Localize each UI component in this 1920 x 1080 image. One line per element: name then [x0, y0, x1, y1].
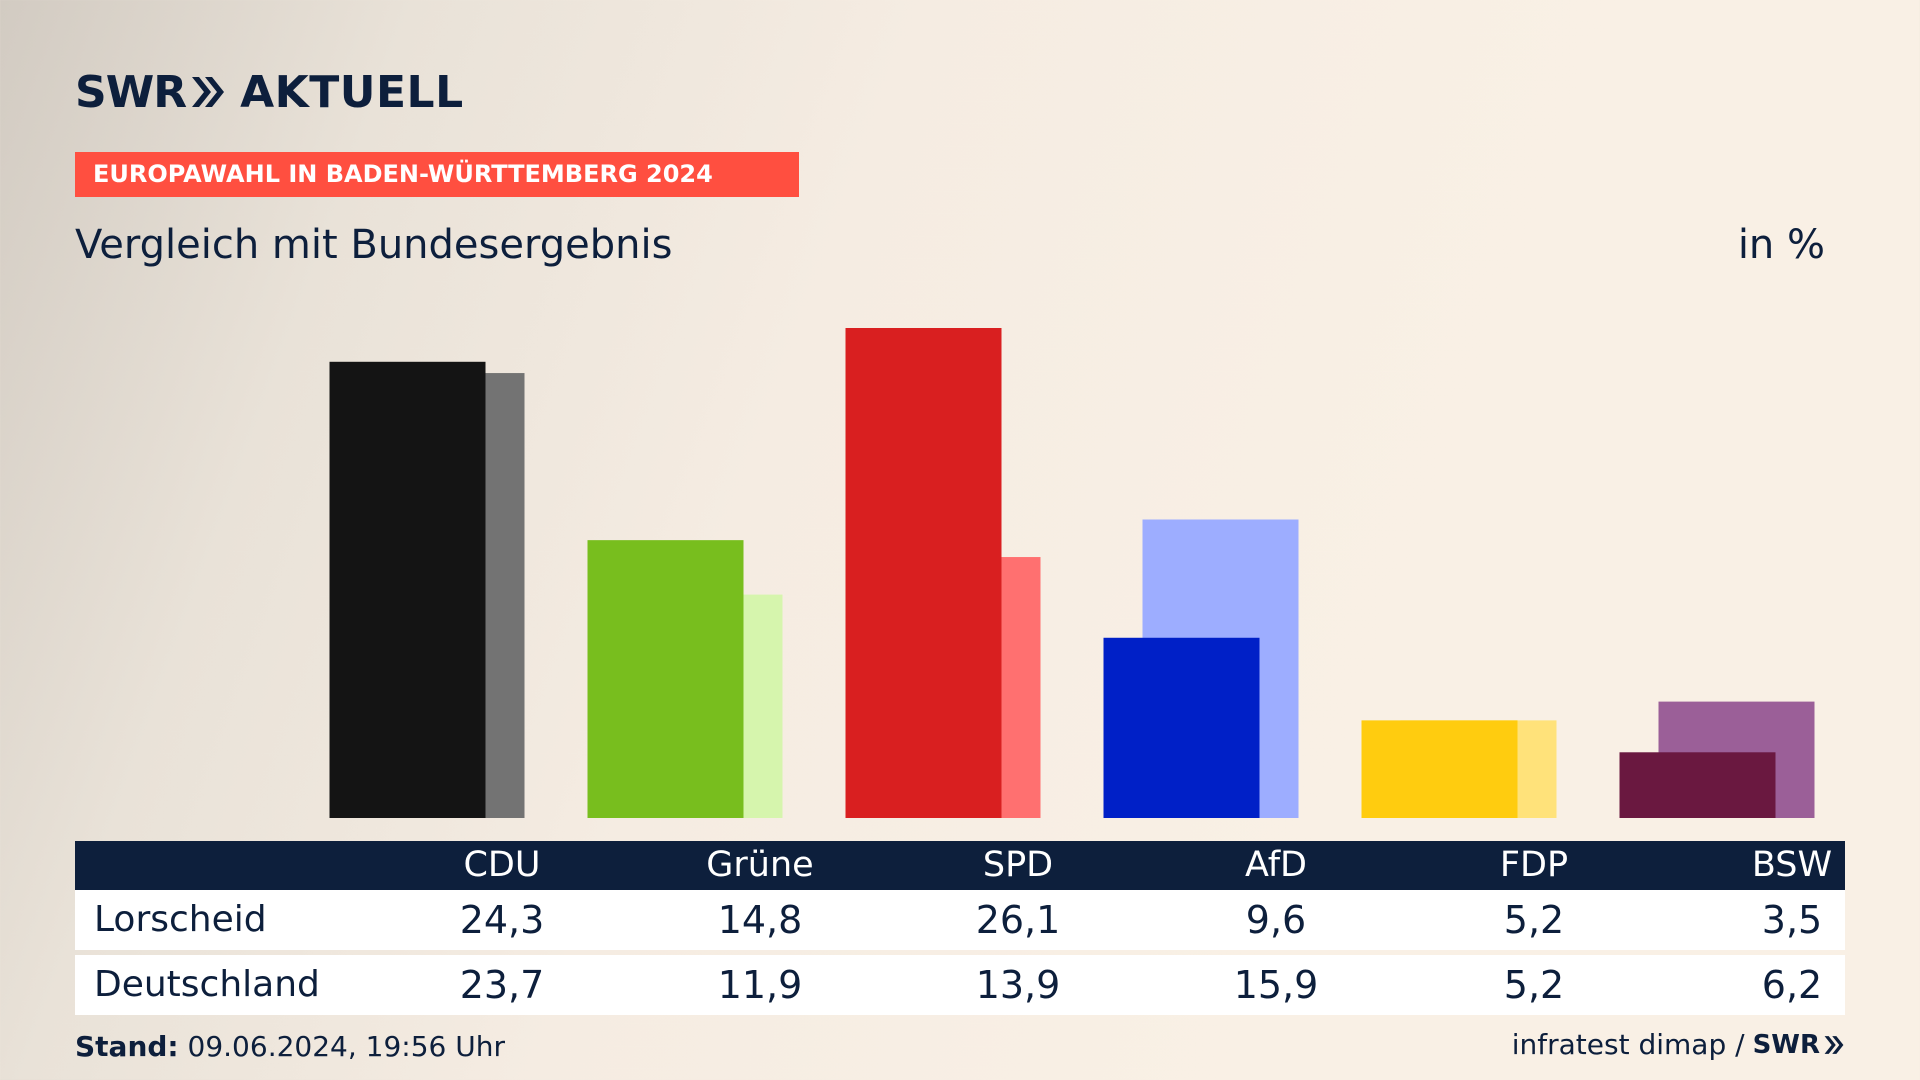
header-cell-cdu: CDU — [463, 845, 541, 885]
value-cell: 26,1 — [975, 898, 1061, 942]
stand-value: 09.06.2024, 19:56 Uhr — [187, 1030, 505, 1063]
election-banner: EUROPAWAHL IN BADEN-WÜRTTEMBERG 2024 — [75, 152, 799, 197]
row-label: Lorscheid — [94, 899, 267, 940]
value-cell: 11,9 — [717, 963, 803, 1007]
value-cell: 13,9 — [975, 963, 1061, 1007]
logo-aktuell-text: AKTUELL — [240, 66, 464, 118]
header-cell-afd: AfD — [1245, 845, 1307, 885]
table-header: CDU Grüne SPD AfD FDP BSW — [75, 841, 1845, 890]
value-cell: 24,3 — [459, 898, 545, 942]
value-cell: 9,6 — [1245, 898, 1307, 942]
chart-subtitle: Vergleich mit Bundesergebnis — [75, 222, 673, 268]
header-cell-fdp: FDP — [1499, 845, 1569, 885]
source-logo-text: SWR — [1752, 1029, 1820, 1060]
logo-swr-text: SWR — [75, 66, 187, 118]
timestamp: Stand: 09.06.2024, 19:56 Uhr — [75, 1030, 505, 1063]
bar-lorscheid-cdu — [329, 361, 486, 818]
header-cell-spd: SPD — [982, 845, 1054, 885]
header-cell-gruene: Grüne — [706, 845, 814, 885]
value-cell: 23,7 — [459, 963, 545, 1007]
header-cell-bsw: BSW — [1751, 845, 1833, 885]
double-chevron-icon — [1824, 1035, 1844, 1054]
bar-lorscheid-spd — [845, 328, 1002, 818]
value-cell: 5,2 — [1503, 963, 1565, 1007]
swr-aktuell-logo: SWR AKTUELL — [75, 66, 464, 118]
results-table: CDU Grüne SPD AfD FDP BSW Lorscheid 24,3… — [75, 841, 1845, 1015]
source-credit: infratest dimap / SWR — [1512, 1028, 1845, 1061]
table-row-lorscheid: Lorscheid 24,3 14,8 26,1 9,6 5,2 3,5 — [75, 890, 1845, 950]
bar-lorscheid-bsw — [1619, 752, 1776, 818]
value-cell: 5,2 — [1503, 898, 1565, 942]
bar-lorscheid-gruene — [587, 540, 744, 818]
source-text: infratest dimap / — [1511, 1028, 1745, 1061]
bar-lorscheid-fdp — [1361, 720, 1518, 818]
value-cell: 14,8 — [717, 898, 803, 942]
value-cell: 6,2 — [1761, 963, 1823, 1007]
value-cell: 15,9 — [1233, 963, 1319, 1007]
unit-label: in % — [1737, 222, 1825, 268]
stand-label: Stand: — [75, 1030, 179, 1063]
double-chevron-icon — [192, 77, 225, 107]
bar-lorscheid-afd — [1103, 637, 1260, 818]
value-cell: 3,5 — [1761, 898, 1823, 942]
row-label: Deutschland — [94, 964, 320, 1005]
table-row-deutschland: Deutschland 23,7 11,9 13,9 15,9 5,2 6,2 — [75, 955, 1845, 1015]
